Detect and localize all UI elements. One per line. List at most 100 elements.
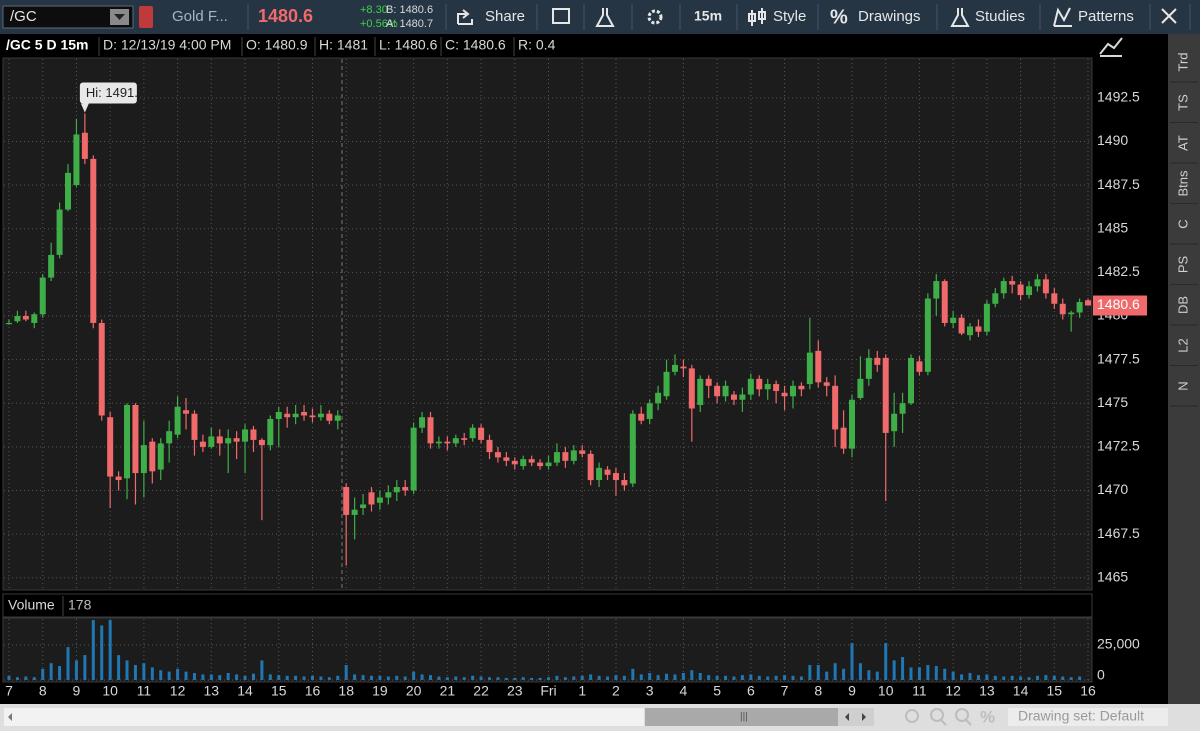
scroll-left[interactable]	[8, 713, 12, 721]
volume-bar	[108, 620, 112, 680]
candle-body	[958, 317, 965, 334]
candle-body	[410, 427, 417, 491]
y-tick-label: 1482.5	[1097, 263, 1140, 279]
sidebar-tab[interactable]: DB	[1175, 296, 1190, 314]
candle-body	[326, 413, 333, 421]
candle-body	[714, 385, 721, 397]
candle-body	[1068, 312, 1075, 315]
volume-bar	[968, 673, 972, 680]
volume-bar	[386, 676, 390, 680]
drawing-set-box[interactable]	[1008, 708, 1168, 726]
candle-body	[309, 415, 316, 418]
sidebar-tab[interactable]: L2	[1175, 338, 1190, 352]
sidebar-tab[interactable]: N	[1175, 381, 1190, 390]
notes-icon[interactable]	[552, 8, 570, 24]
last-price: 1480.6	[258, 6, 313, 26]
button-share[interactable]: Share	[485, 8, 525, 25]
sidebar-tab[interactable]: Trd	[1175, 52, 1190, 71]
volume-bar	[1027, 677, 1031, 680]
volume-bar	[707, 675, 711, 680]
volume-bar	[1019, 676, 1023, 680]
volume-bar	[117, 655, 121, 680]
x-tick-label: 21	[440, 683, 456, 699]
scroll-thumb[interactable]	[645, 708, 840, 726]
volume-bar	[909, 667, 913, 680]
volume-bar	[943, 668, 947, 680]
x-tick-label: Fri	[540, 683, 556, 699]
volume-bar	[41, 668, 45, 680]
candle-body	[149, 441, 156, 472]
volume-bar	[892, 660, 896, 680]
link-icon[interactable]	[139, 6, 153, 28]
candle-body	[857, 378, 864, 399]
y-tick-label: 1465	[1097, 568, 1128, 584]
x-tick-label: 12	[170, 683, 186, 699]
settings-icon[interactable]	[647, 9, 663, 25]
x-tick-label: 11	[912, 683, 927, 699]
volume-bar	[235, 674, 239, 680]
volume-bar	[260, 660, 264, 680]
volume-bar	[462, 677, 466, 680]
candle-body	[1076, 302, 1083, 313]
drawing-tool-icon[interactable]	[1099, 37, 1123, 57]
volume-bar	[251, 673, 255, 680]
volume-bar	[960, 674, 964, 680]
volume-bar	[268, 674, 272, 680]
volume-bar	[454, 676, 458, 680]
volume-bar	[901, 657, 905, 680]
volume-bar	[344, 665, 348, 680]
volume-current: 178	[68, 597, 92, 613]
annotation: Hi: 1491.6	[86, 85, 145, 100]
candle-body	[317, 413, 324, 418]
volume-bar	[471, 675, 475, 680]
sidebar-tab[interactable]: C	[1175, 219, 1190, 228]
info-row: /GC 5 D 15m D: 12/13/19 4:00 PM O: 1480.9 H…	[6, 37, 556, 56]
sidebar-tab[interactable]: Btns	[1175, 170, 1190, 197]
button-style[interactable]: Style	[773, 8, 806, 25]
sidebar-tab[interactable]: PS	[1175, 256, 1190, 274]
candle-body	[671, 364, 678, 372]
close-icon[interactable]	[1161, 8, 1177, 24]
symbol-box[interactable]	[2, 5, 134, 29]
button-drawings[interactable]: Drawings	[858, 8, 921, 25]
drawing-set: Drawing set: Default	[1018, 708, 1144, 724]
candle-body	[638, 413, 645, 421]
candle-body	[874, 357, 881, 365]
x-tick-label: 22	[473, 683, 489, 699]
candle-body	[216, 436, 223, 444]
candle-body	[444, 441, 451, 444]
scroll-buttons[interactable]	[838, 708, 874, 726]
candle-body	[604, 469, 611, 475]
sidebar-tab[interactable]: AT	[1175, 135, 1190, 151]
volume-bar	[791, 675, 795, 680]
volume-bar	[673, 674, 677, 680]
volume-bar	[100, 625, 104, 680]
candle-body	[528, 459, 535, 463]
candle-body	[48, 254, 55, 278]
style-icon	[748, 8, 766, 26]
volume-bar	[597, 675, 601, 680]
candle-body	[511, 460, 518, 465]
volume-header	[2, 593, 1093, 618]
candle-body	[494, 452, 501, 458]
flask-icon[interactable]	[595, 8, 615, 27]
percent-icon[interactable]: %	[980, 707, 995, 726]
button-patterns[interactable]: Patterns	[1078, 8, 1134, 25]
candle-body	[730, 394, 737, 400]
volume-bar	[49, 663, 53, 680]
button-aggregation[interactable]: 15m	[694, 8, 722, 24]
candle-body	[98, 322, 105, 416]
candle-body	[81, 132, 88, 159]
volume-bar	[842, 668, 846, 680]
x-tick-label: 10	[102, 683, 118, 699]
x-tick-label: 18	[338, 683, 354, 699]
sidebar-tab[interactable]: TS	[1175, 94, 1190, 111]
button-studies[interactable]: Studies	[975, 8, 1025, 25]
candle-body	[73, 134, 80, 186]
info-item: /GC 5 D 15m	[6, 37, 88, 53]
x-tick-label: 16	[1080, 683, 1096, 699]
volume-bar	[1002, 676, 1006, 680]
candle-body	[393, 487, 400, 493]
scroll-track[interactable]	[4, 708, 644, 726]
volume-bar	[302, 676, 306, 680]
